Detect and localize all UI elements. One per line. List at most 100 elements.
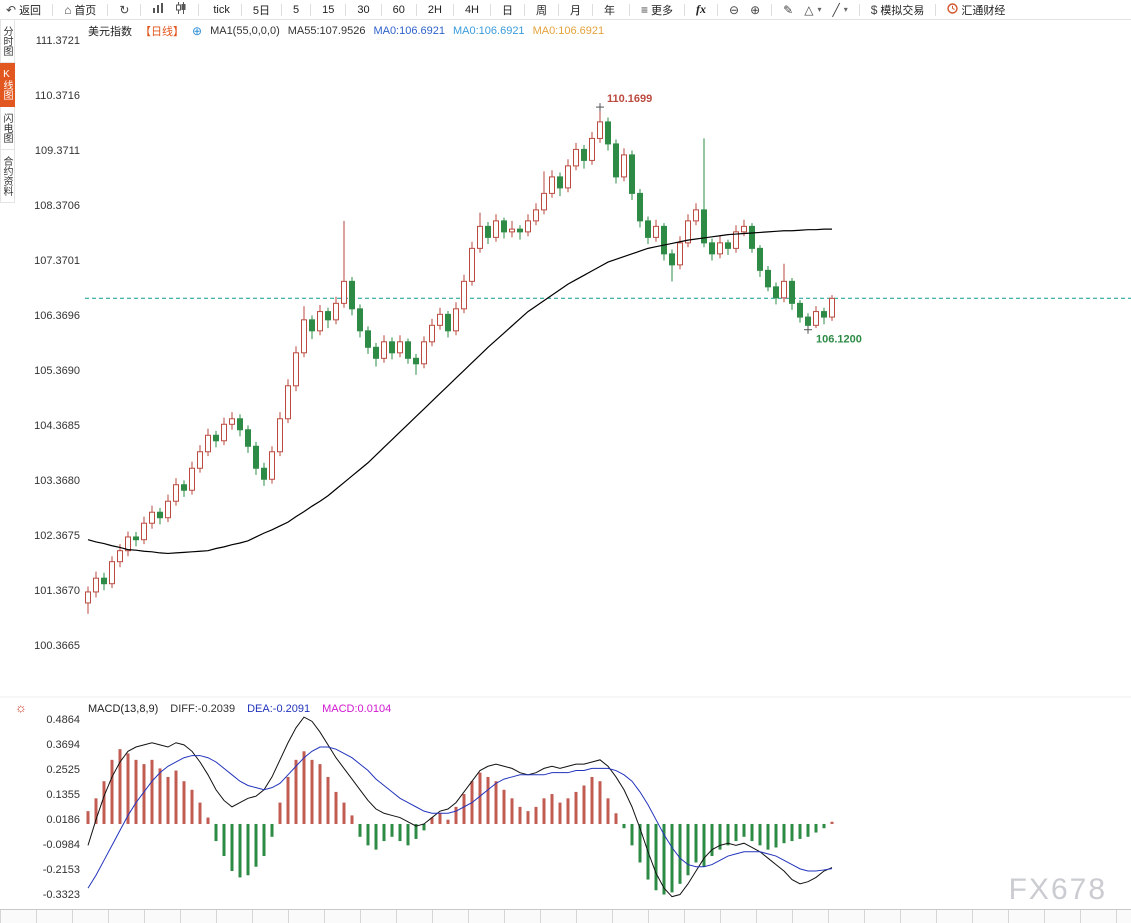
ma-overlay-value-0: MA0:106.6921 [373,25,445,37]
refresh-icon: ↻ [119,2,130,17]
indicator-fx-button[interactable]: fx [696,2,706,17]
svg-text:101.3670: 101.3670 [34,585,80,597]
zoom-out-button[interactable]: ⊖ [729,4,739,16]
svg-text:0.3694: 0.3694 [46,739,80,751]
period-button-年[interactable]: 年 [604,4,615,17]
period-button-tick[interactable]: tick [213,3,230,16]
home-icon: ⌂ [64,2,72,17]
svg-text:0.1355: 0.1355 [46,789,80,801]
trendline-icon: ╱ [832,2,840,17]
draw-pencil-button[interactable]: ✎ [783,4,793,16]
svg-text:108.3706: 108.3706 [34,200,80,212]
toolbar-divider [858,3,860,16]
caret-down-icon: ▾ [843,5,848,14]
period-button-30[interactable]: 30 [357,3,370,16]
toolbar-divider [452,3,454,16]
svg-text:105.3690: 105.3690 [34,365,80,377]
dollar-icon: $ [870,2,878,17]
toolbar-divider [281,3,282,16]
refresh-button[interactable]: ↻ [119,4,129,16]
back-button[interactable]: ↶ 返回 [6,2,41,18]
back-arrow-icon: ↶ [6,2,17,17]
bar-chart-type-button[interactable] [152,2,164,17]
sidebar-tab-闪电图[interactable]: 闪电图 [0,107,15,150]
more-button[interactable]: ≡ 更多 [641,2,673,18]
svg-text:-0.2153: -0.2153 [43,864,80,876]
home-label: 首页 [74,4,97,17]
toolbar-divider [345,3,347,16]
caret-down-icon: ▾ [817,5,822,14]
brand-label: 汇通财经 [961,4,1006,17]
period-button-5[interactable]: 5 [293,3,300,16]
period-button-日[interactable]: 日 [502,4,513,17]
macd-axis: 0.4864 0.3694 0.2525 0.1355 0.0186 -0.0984 -0.… [43,714,80,901]
toolbar-divider [415,3,417,16]
bar-chart-icon [152,2,164,17]
pencil-icon: ✎ [783,2,794,17]
toolbar-divider [52,3,54,16]
svg-text:110.3716: 110.3716 [35,90,80,102]
svg-text:106.3696: 106.3696 [34,310,80,322]
zoom-in-icon: ⊕ [750,2,761,17]
macd-header: MACD(13,8,9) DIFF:-0.2039 DEA:-0.2091 MA… [88,703,391,715]
back-label: 返回 [19,4,42,17]
period-button-周[interactable]: 周 [536,4,547,17]
svg-text:0.0186: 0.0186 [46,814,80,826]
triangle-icon: △ [804,2,814,17]
svg-text:-0.3323: -0.3323 [43,889,80,901]
chart-legend: 美元指数 【日线】 ⊕ MA1(55,0,0,0) MA55:107.9526 … [88,23,612,39]
svg-text:0.4864: 0.4864 [46,714,80,726]
add-indicator-icon[interactable]: ⊕ [192,24,203,38]
macd-histogram [86,749,834,895]
period-selector: tick 5日 5 15 30 60 2H 4H 日 周 月 年 [210,2,618,18]
sim-trade-label: 模拟交易 [880,4,925,17]
period-button-15[interactable]: 15 [322,3,335,16]
more-label: 更多 [651,4,674,17]
macd-title: MACD(13,8,9) [88,703,159,715]
trendline-tool-button[interactable]: ╱ ▾ [832,4,847,16]
sidebar-tab-分时图[interactable]: 分时图 [0,20,15,63]
period-button-2H[interactable]: 2H [427,3,442,16]
brand-link[interactable]: 汇通财经 [947,2,1005,18]
zoom-out-icon: ⊖ [729,2,740,17]
toolbar: ↶ 返回 ⌂ 首页 ↻ tick 5日 5 15 30 60 2H 4H 日 周 月 年 ≡ 更多 [0,0,1131,20]
fx-label: fx [696,2,707,16]
candles-layer [85,107,835,614]
high-annotation: 110.1699 [607,93,652,105]
svg-text:104.3685: 104.3685 [34,420,80,432]
macd-diff-value: DIFF:-0.2039 [170,703,236,715]
toolbar-divider [524,3,525,16]
toolbar-divider [198,3,200,16]
candle-chart-type-button[interactable] [175,2,187,17]
period-button-4H[interactable]: 4H [464,3,479,16]
time-scrollbar[interactable] [0,909,1131,923]
sidebar-tab-合约资料[interactable]: 合约资料 [0,150,15,203]
svg-text:102.3675: 102.3675 [34,530,80,542]
period-button-月[interactable]: 月 [570,4,581,17]
period-tag: 【日线】 [140,26,184,38]
symbol-name: 美元指数 [88,26,132,38]
period-button-60[interactable]: 60 [392,3,405,16]
toolbar-divider [380,3,382,16]
period-button-5日[interactable]: 5日 [252,4,270,17]
toolbar-divider [490,3,491,16]
ma-params: MA1(55,0,0,0) [210,25,280,37]
svg-text:111.3721: 111.3721 [36,35,80,47]
toolbar-divider [592,3,593,16]
home-button[interactable]: ⌂ 首页 [64,2,96,18]
toolbar-divider [935,3,937,16]
macd-settings-icon[interactable]: ☼ [15,700,27,715]
sidebar-tab-K线图[interactable]: K线图 [0,63,15,107]
svg-text:107.3701: 107.3701 [34,255,80,267]
toolbar-divider [140,3,142,16]
shape-tool-button[interactable]: △ ▾ [804,4,821,16]
sim-trade-button[interactable]: $ 模拟交易 [871,2,925,18]
low-annotation: 106.1200 [816,334,862,346]
macd-macd-value: MACD:0.0104 [322,703,392,715]
toolbar-divider [107,3,109,16]
sidebar: 分时图 K线图 闪电图 合约资料 [0,20,15,203]
zoom-in-button[interactable]: ⊕ [750,4,760,16]
toolbar-divider [558,3,559,16]
